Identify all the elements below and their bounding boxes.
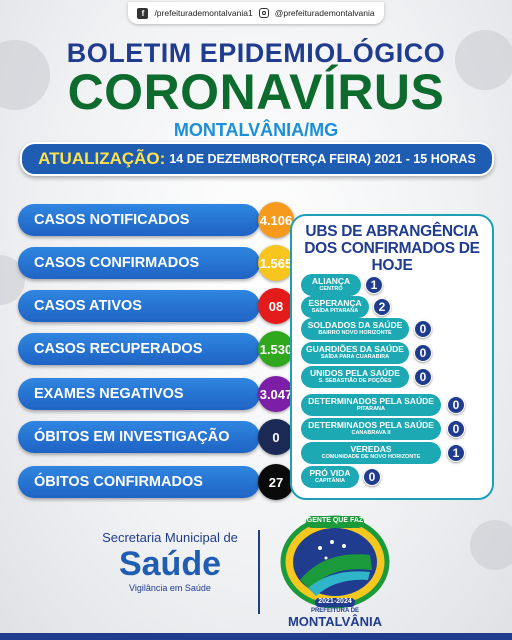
ubs-sub: S. SEBASTIÃO DE POÇÕES	[318, 378, 392, 384]
ubs-sub: PITARANA	[356, 406, 385, 412]
ubs-sub: CANABRAVA II	[351, 430, 391, 436]
secretaria-logo: Secretaria Municipal de Saúde Vigilância…	[90, 530, 250, 593]
ubs-sub: SAÍDA PARA CUARABIRA	[320, 354, 390, 360]
update-value: 14 DE DEZEMBRO(TERÇA FEIRA) 2021 - 15 HO…	[169, 152, 476, 166]
stat-value: 3.047	[258, 376, 294, 412]
ubs-count: 1	[447, 444, 465, 462]
ubs-item: ESPERANÇA SAÍDA PITARANA 2	[301, 296, 391, 318]
prefeitura-logo: GENTE QUE FAZ 2021-2024 PREFEITURA DE MO…	[270, 510, 400, 630]
city-title: MONTALVÂNIA/MG	[173, 120, 339, 140]
ubs-item: SOLDADOS DA SAÚDE BAIRRO NOVO HORIZONTE …	[301, 318, 432, 340]
stat-label: CASOS RECUPERADOS	[18, 333, 260, 365]
stat-value: 27	[258, 464, 294, 500]
bottom-stripe	[0, 633, 512, 640]
ubs-name: PRÓ VIDA	[309, 468, 351, 478]
ubs-item: DETERMINADOS PELA SAÚDE CANABRAVA II 0	[301, 418, 465, 440]
ubs-panel-title: UBS DE ABRANGÊNCIA DOS CONFIRMADOS DE HO…	[292, 223, 492, 274]
logo-city: MONTALVÂNIA	[287, 614, 383, 629]
ubs-count: 0	[414, 344, 432, 362]
facebook-icon: f	[137, 7, 149, 19]
stat-label: ÓBITOS CONFIRMADOS	[18, 466, 260, 498]
stat-label: CASOS ATIVOS	[18, 290, 260, 322]
ubs-title-line2: DOS CONFIRMADOS DE HOJE	[304, 240, 480, 274]
stat-label: ÓBITOS EM INVESTIGAÇÃO	[18, 421, 260, 453]
stat-obitos-investigacao: ÓBITOS EM INVESTIGAÇÃO 0	[18, 419, 294, 455]
stat-casos-notificados: CASOS NOTIFICADOS 4.106	[18, 202, 294, 238]
ubs-name: VEREDAS	[350, 444, 392, 454]
ubs-item: UNIDOS PELA SAÚDE S. SEBASTIÃO DE POÇÕES…	[301, 366, 432, 388]
logo-top-text: GENTE QUE FAZ	[306, 517, 364, 524]
ubs-name: DETERMINADOS PELA SAÚDE	[308, 396, 434, 406]
ubs-item: DETERMINADOS PELA SAÚDE PITARANA 0	[301, 394, 465, 416]
ubs-count: 0	[447, 396, 465, 414]
ubs-panel: UBS DE ABRANGÊNCIA DOS CONFIRMADOS DE HO…	[290, 214, 494, 500]
ubs-name: ALIANÇA	[311, 276, 351, 286]
footer-divider	[258, 530, 260, 614]
ubs-count: 0	[414, 368, 432, 386]
ubs-sub: CENTRO	[319, 286, 343, 292]
update-label: ATUALIZAÇÃO:	[38, 149, 166, 168]
ubs-item: VEREDAS COMUNIDADE DE NOVO HORIZONTE 1	[301, 442, 465, 464]
update-banner: ATUALIZAÇÃO: 14 DE DEZEMBRO(TERÇA FEIRA)…	[20, 142, 494, 176]
stat-value: 1.530	[258, 331, 294, 367]
ubs-name: UNIDOS PELA SAÚDE	[310, 368, 400, 378]
ubs-name: SOLDADOS DA SAÚDE	[307, 320, 403, 330]
coronavirus-title: CORONAVÍRUS	[67, 64, 445, 120]
ubs-title-line1: UBS DE ABRANGÊNCIA	[305, 223, 479, 240]
bulletin-title: BOLETIM EPIDEMIOLÓGICO	[66, 38, 446, 68]
stat-value: 08	[258, 288, 294, 324]
ubs-name: GUARDIÕES DA SAÚDE	[306, 344, 404, 354]
virus-decoration	[470, 520, 512, 570]
stat-casos-ativos: CASOS ATIVOS 08	[18, 288, 294, 324]
instagram-handle[interactable]: @prefeiturademontalvania	[274, 8, 375, 18]
stat-value: 1.565	[258, 245, 294, 281]
ubs-count: 0	[363, 468, 381, 486]
facebook-handle[interactable]: /prefeiturademontalvania1	[154, 8, 253, 18]
logo-prefeitura: PREFEITURA DE	[310, 608, 360, 614]
stat-obitos-confirmados: ÓBITOS CONFIRMADOS 27	[18, 464, 294, 500]
stat-casos-confirmados: CASOS CONFIRMADOS 1.565	[18, 245, 294, 281]
ubs-item: ALIANÇA CENTRO 1	[301, 274, 383, 296]
stat-value: 4.106	[258, 202, 294, 238]
ubs-item: GUARDIÕES DA SAÚDE SAÍDA PARA CUARABIRA …	[301, 342, 432, 364]
vigilancia-text: Vigilância em Saúde	[129, 583, 211, 593]
stat-label: CASOS CONFIRMADOS	[18, 247, 260, 279]
logo-years: 2021-2024	[318, 598, 352, 605]
ubs-name: DETERMINADOS PELA SAÚDE	[308, 420, 434, 430]
secretaria-text: Secretaria Municipal de	[102, 530, 238, 545]
stat-casos-recuperados: CASOS RECUPERADOS 1.530	[18, 331, 294, 367]
ubs-item: PRÓ VIDA CAPITÂNIA 0	[301, 466, 381, 488]
ubs-sub: SAÍDA PITARANA	[311, 308, 359, 314]
stat-value: 0	[258, 419, 294, 455]
virus-decoration	[455, 30, 512, 90]
ubs-count: 1	[365, 276, 383, 294]
ubs-sub: CAPITÂNIA	[315, 478, 345, 484]
ubs-sub: BAIRRO NOVO HORIZONTE	[318, 330, 392, 336]
instagram-icon	[258, 8, 269, 18]
stat-label: EXAMES NEGATIVOS	[18, 378, 260, 410]
ubs-count: 0	[414, 320, 432, 338]
prefeitura-emblem-icon	[280, 515, 390, 609]
stat-exames-negativos: EXAMES NEGATIVOS 3.047	[18, 376, 294, 412]
saude-text: Saúde	[118, 545, 222, 583]
ubs-sub: COMUNIDADE DE NOVO HORIZONTE	[321, 454, 421, 460]
ubs-count: 0	[447, 420, 465, 438]
stat-label: CASOS NOTIFICADOS	[18, 204, 260, 236]
ubs-count: 2	[373, 298, 391, 316]
ubs-name: ESPERANÇA	[308, 298, 362, 308]
social-bar: f /prefeiturademontalvania1 @prefeiturad…	[128, 2, 384, 24]
